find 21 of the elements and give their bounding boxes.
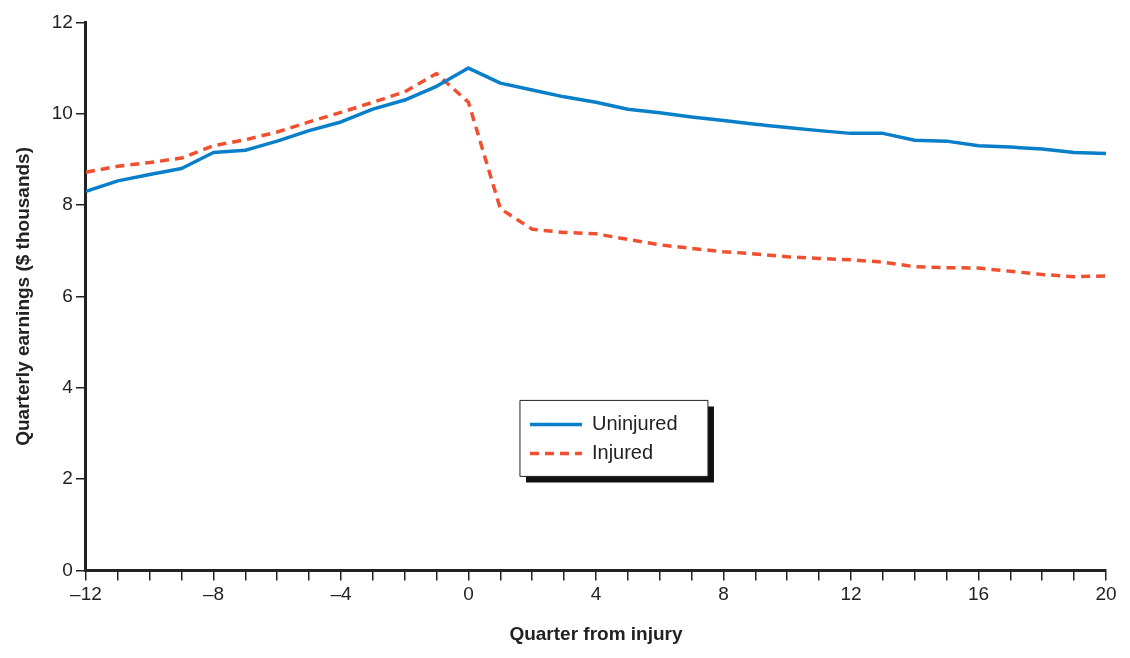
- y-tick-label: 10: [51, 101, 73, 123]
- x-tick-label: 0: [463, 583, 474, 605]
- x-tick-label: 4: [590, 583, 602, 605]
- x-tick-label: 12: [840, 583, 862, 605]
- x-tick-label: –4: [330, 583, 352, 605]
- x-tick-label: 20: [1095, 583, 1117, 605]
- y-axis-title: Quarterly earnings ($ thousands): [11, 147, 33, 446]
- line-series: [85, 71, 1106, 279]
- y-tick-label: 12: [51, 10, 73, 32]
- y-tick-label: 6: [62, 284, 73, 306]
- legend-label: Uninjured: [591, 411, 678, 434]
- legend-label: Injured: [591, 440, 654, 463]
- y-tick-label: 0: [62, 558, 73, 580]
- x-axis-title: Quarter from injury: [509, 622, 683, 644]
- x-tick-label: 16: [967, 583, 990, 605]
- y-tick-label: 8: [62, 193, 73, 215]
- x-tick-label: –12: [70, 583, 102, 605]
- y-tick-label: 4: [62, 375, 74, 397]
- y-tick-label: 2: [62, 467, 73, 489]
- x-tick-label: –8: [202, 583, 225, 605]
- x-tick-label: 8: [718, 583, 729, 605]
